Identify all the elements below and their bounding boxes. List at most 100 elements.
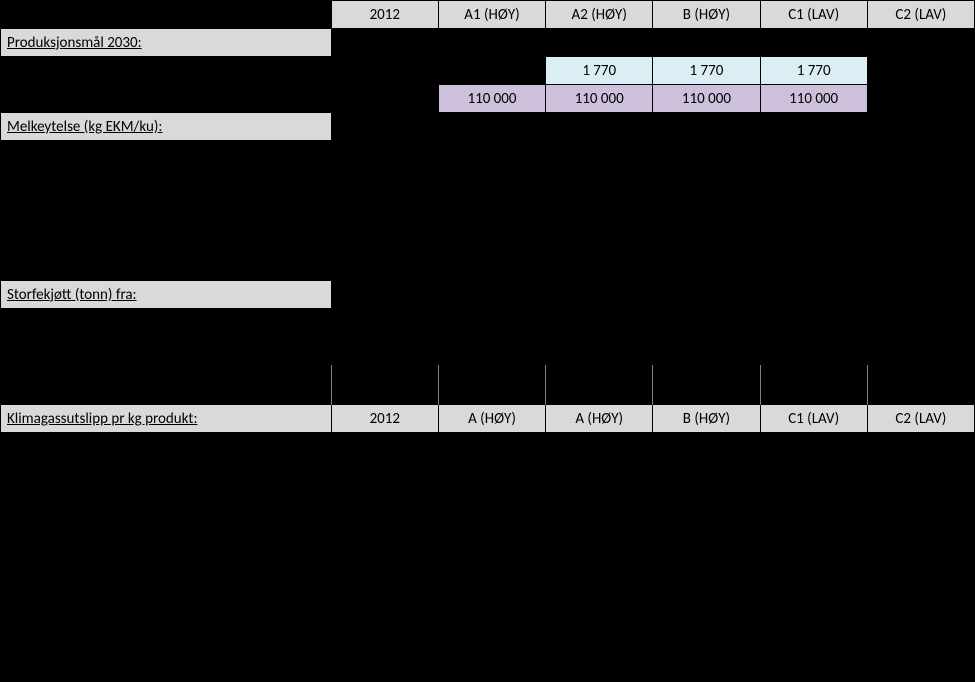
table-row — [1, 337, 975, 365]
col2-a: A (HØY) — [438, 405, 545, 433]
cell — [546, 169, 653, 197]
cell — [438, 461, 545, 489]
cell — [331, 545, 438, 573]
cell — [331, 309, 438, 337]
table-row — [1, 573, 975, 601]
cell — [331, 337, 438, 365]
cell — [867, 573, 974, 601]
cell — [867, 197, 974, 225]
section-label-1: Produksjonsmål 2030: — [1, 29, 332, 57]
cell — [438, 141, 545, 169]
cell — [1, 337, 332, 365]
cell-1770-c2: 1 770 — [760, 57, 867, 85]
cell — [653, 433, 760, 461]
cell — [331, 281, 438, 309]
cell — [546, 281, 653, 309]
cell — [438, 29, 545, 57]
col-2012: 2012 — [331, 1, 438, 29]
table-row — [1, 461, 975, 489]
cell — [546, 365, 653, 405]
cell — [867, 309, 974, 337]
section-label-4: Klimagassutslipp pr kg produkt: — [1, 405, 332, 433]
row-blue: 1 770 1 770 1 770 — [1, 57, 975, 85]
cell — [546, 225, 653, 253]
cell — [653, 337, 760, 365]
section-row-3: Storfekjøtt (tonn) fra: — [1, 281, 975, 309]
cell — [331, 573, 438, 601]
col2-a2: A (HØY) — [546, 405, 653, 433]
cell — [331, 461, 438, 489]
cell — [653, 225, 760, 253]
cell — [1, 433, 332, 461]
cell — [438, 225, 545, 253]
cell — [546, 141, 653, 169]
cell — [760, 461, 867, 489]
cell — [438, 253, 545, 281]
cell — [331, 489, 438, 517]
cell — [331, 197, 438, 225]
cell — [1, 545, 332, 573]
cell — [1, 365, 332, 405]
cell — [438, 337, 545, 365]
cell — [331, 29, 438, 57]
col2-2012: 2012 — [331, 405, 438, 433]
cell — [1, 489, 332, 517]
cell — [438, 309, 545, 337]
cell — [1, 197, 332, 225]
cell — [546, 197, 653, 225]
cell — [867, 365, 974, 405]
cell — [760, 309, 867, 337]
col2-b: B (HØY) — [653, 405, 760, 433]
col2-c1: C1 (LAV) — [760, 405, 867, 433]
col-a2: A2 (HØY) — [546, 1, 653, 29]
cell-110k-c1: 110 000 — [653, 85, 760, 113]
table-row — [1, 169, 975, 197]
cell — [867, 517, 974, 545]
cell — [760, 113, 867, 141]
cell — [438, 113, 545, 141]
cell — [331, 141, 438, 169]
cell — [867, 29, 974, 57]
cell — [1, 141, 332, 169]
cell — [653, 489, 760, 517]
cell — [760, 141, 867, 169]
cell-110k-c2: 110 000 — [760, 85, 867, 113]
section-row-4: Klimagassutslipp pr kg produkt: 2012 A (… — [1, 405, 975, 433]
cell — [438, 489, 545, 517]
cell — [760, 169, 867, 197]
cell — [1, 517, 332, 545]
cell — [653, 573, 760, 601]
cell — [331, 225, 438, 253]
col2-c2: C2 (LAV) — [867, 405, 974, 433]
cell — [760, 489, 867, 517]
cell — [760, 225, 867, 253]
cell — [331, 113, 438, 141]
cell — [653, 253, 760, 281]
table-row — [1, 141, 975, 169]
cell — [653, 197, 760, 225]
cell — [438, 281, 545, 309]
cell — [1, 225, 332, 253]
cell — [546, 433, 653, 461]
cell — [546, 337, 653, 365]
cell — [438, 57, 545, 85]
cell — [1, 169, 332, 197]
cell — [867, 433, 974, 461]
data-table: 2012 A1 (HØY) A2 (HØY) B (HØY) C1 (LAV) … — [0, 0, 975, 601]
cell — [546, 489, 653, 517]
cell — [546, 573, 653, 601]
cell — [546, 517, 653, 545]
cell — [867, 337, 974, 365]
table-row — [1, 545, 975, 573]
table-row — [1, 253, 975, 281]
cell — [1, 253, 332, 281]
cell — [653, 113, 760, 141]
cell — [1, 57, 332, 85]
cell — [760, 433, 867, 461]
cell — [1, 573, 332, 601]
cell — [546, 113, 653, 141]
col-c1: C1 (LAV) — [760, 1, 867, 29]
cell — [331, 85, 438, 113]
cell — [1, 309, 332, 337]
table-row — [1, 433, 975, 461]
